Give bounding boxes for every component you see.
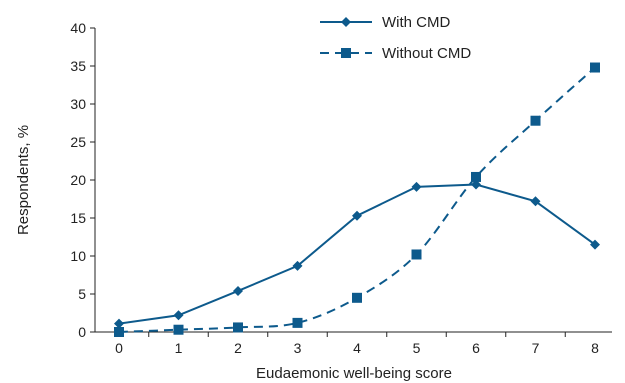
data-point-with-cmd <box>233 285 243 296</box>
series-with-cmd <box>114 179 600 329</box>
data-point-with-cmd <box>173 310 184 321</box>
series-layer <box>114 62 600 337</box>
data-point-without-cmd <box>471 171 481 182</box>
data-point-with-cmd <box>292 260 303 271</box>
y-axis-title: Respondents, % <box>15 125 32 235</box>
x-tick-label: 4 <box>353 340 361 356</box>
x-tick-label: 7 <box>532 340 540 356</box>
x-tick-label: 0 <box>115 340 123 356</box>
x-axis-title: Eudaemonic well-being score <box>256 365 452 382</box>
y-tick-label: 10 <box>70 248 86 264</box>
data-point-without-cmd <box>352 292 362 303</box>
data-point-without-cmd <box>411 249 422 260</box>
y-tick-label: 35 <box>70 58 86 74</box>
data-point-without-cmd <box>114 327 124 337</box>
legend-item-with-cmd: With CMD <box>320 14 450 31</box>
x-tick-label: 6 <box>472 340 480 356</box>
y-tick-label: 0 <box>78 324 86 340</box>
data-point-without-cmd <box>590 62 600 73</box>
data-point-without-cmd <box>233 322 243 333</box>
x-tick-label: 1 <box>175 340 183 356</box>
legend-label: With CMD <box>382 14 450 31</box>
y-tick-label: 25 <box>70 134 86 150</box>
axes <box>94 28 612 333</box>
legend-label: Without CMD <box>382 45 471 62</box>
x-tick-label: 3 <box>294 340 302 356</box>
y-tick-label: 20 <box>70 172 86 188</box>
data-point-with-cmd <box>590 239 600 250</box>
y-tick-label: 5 <box>78 286 86 302</box>
data-point-without-cmd <box>173 324 184 335</box>
y-tick-label: 30 <box>70 96 86 112</box>
series-without-cmd <box>114 62 600 337</box>
x-tick-label: 8 <box>591 340 599 356</box>
legend: With CMD Without CMD <box>320 14 471 62</box>
x-tick-label: 5 <box>413 340 421 356</box>
x-ticks: 0 1 2 3 4 5 6 7 8 <box>115 332 599 356</box>
data-point-without-cmd <box>530 115 541 126</box>
data-point-with-cmd <box>352 210 362 221</box>
data-point-without-cmd <box>292 317 303 328</box>
data-point-with-cmd <box>114 318 124 329</box>
data-point-with-cmd <box>530 196 541 207</box>
y-tick-label: 40 <box>70 20 86 36</box>
legend-item-without-cmd: Without CMD <box>320 45 471 62</box>
legend-marker <box>341 48 351 58</box>
y-tick-label: 15 <box>70 210 86 226</box>
data-point-with-cmd <box>411 181 422 192</box>
series-line-without-cmd <box>118 66 596 333</box>
legend-marker <box>341 17 351 27</box>
y-ticks: 0 5 10 15 20 25 30 35 40 <box>70 20 95 340</box>
x-tick-label: 2 <box>234 340 242 356</box>
data-point-with-cmd <box>471 179 481 190</box>
